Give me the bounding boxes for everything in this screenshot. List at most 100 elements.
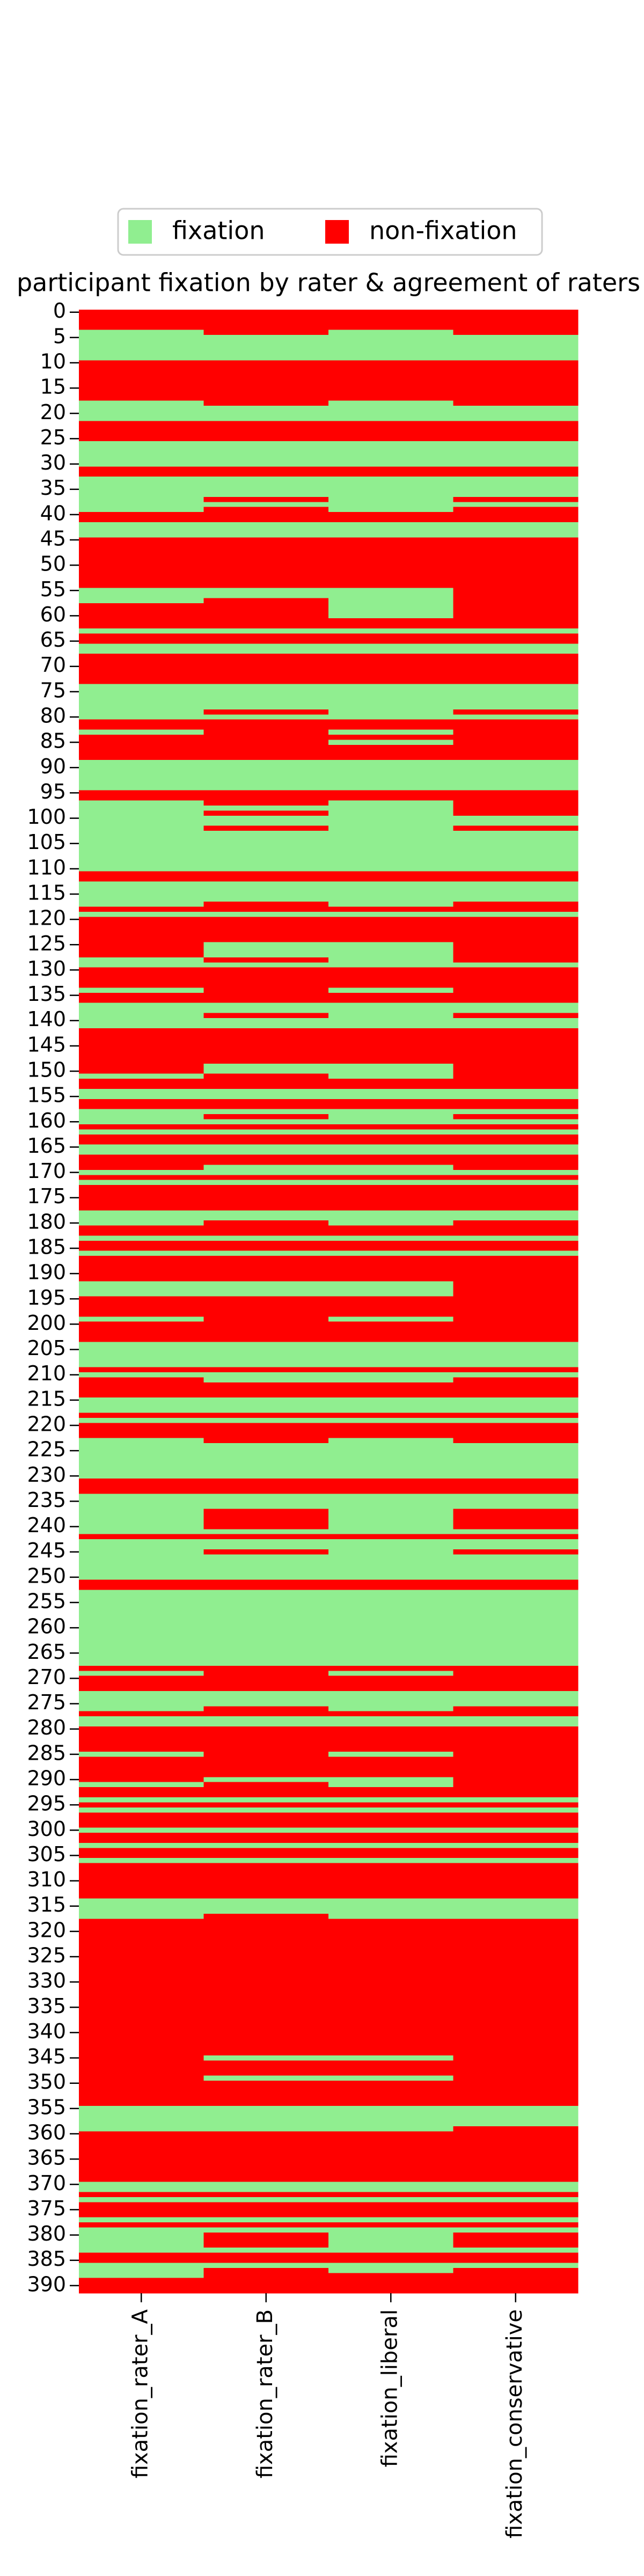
heatmap-cell: [79, 1681, 204, 1687]
heatmap-cell: [453, 1792, 579, 1798]
heatmap-cell: [79, 912, 204, 918]
heatmap-cell: [79, 1073, 204, 1079]
heatmap-cell: [203, 2151, 329, 2157]
heatmap-cell: [79, 1757, 204, 1762]
heatmap-cell: [79, 2055, 204, 2061]
heatmap-cell: [453, 861, 579, 867]
heatmap-cell: [453, 1767, 579, 1773]
heatmap-cell: [328, 831, 454, 837]
heatmap-cell: [453, 2232, 579, 2238]
heatmap-cell: [328, 1979, 454, 1985]
heatmap-cell: [453, 1807, 579, 1813]
heatmap-cell: [203, 1929, 329, 1935]
heatmap-cell: [328, 674, 454, 679]
heatmap-cell: [453, 1650, 579, 1656]
heatmap-cell: [203, 765, 329, 771]
heatmap-cell: [203, 785, 329, 791]
heatmap-cell: [453, 1827, 579, 1833]
heatmap-cell: [453, 983, 579, 989]
heatmap-cell: [328, 1165, 454, 1170]
heatmap-cell: [453, 1863, 579, 1869]
heatmap-cell: [328, 310, 454, 316]
heatmap-cell: [79, 623, 204, 629]
heatmap-cell: [453, 2288, 579, 2294]
heatmap-cell: [453, 810, 579, 816]
heatmap-cell: [453, 1169, 579, 1175]
heatmap-cell: [328, 1984, 454, 1990]
heatmap-cell: [453, 1630, 579, 1636]
heatmap-cell: [453, 1114, 579, 1120]
heatmap-cell: [453, 350, 579, 356]
heatmap-cell: [203, 1777, 329, 1783]
heatmap-cell: [328, 1316, 454, 1322]
heatmap-cell: [453, 583, 579, 589]
heatmap-cell: [453, 1994, 579, 2000]
heatmap-cell: [203, 1286, 329, 1292]
heatmap-cell: [203, 1630, 329, 1636]
heatmap-cell: [328, 1929, 454, 1935]
heatmap-cell: [328, 1509, 454, 1514]
heatmap-cell: [328, 2278, 454, 2284]
heatmap-cell: [79, 517, 204, 523]
heatmap-cell: [453, 1231, 579, 1236]
heatmap-cell: [453, 1266, 579, 1272]
heatmap-cell: [203, 1129, 329, 1135]
heatmap-cell: [453, 775, 579, 781]
heatmap-cell: [79, 927, 204, 933]
heatmap-cell: [453, 1787, 579, 1793]
heatmap-cell: [328, 987, 454, 993]
heatmap-cell: [203, 527, 329, 533]
heatmap-cell: [453, 1423, 579, 1429]
heatmap-cell: [328, 1023, 454, 1029]
heatmap-cell: [79, 1119, 204, 1125]
heatmap-cell: [79, 628, 204, 634]
heatmap-cell: [79, 2202, 204, 2208]
y-tick-label: 75: [40, 678, 66, 702]
heatmap-cell: [79, 1210, 204, 1216]
heatmap-cell: [328, 1600, 454, 1606]
heatmap-cell: [79, 1357, 204, 1363]
y-tick-label: 315: [27, 1893, 66, 1916]
heatmap-cell: [79, 1823, 204, 1828]
heatmap-cell: [453, 1660, 579, 1666]
heatmap-cell: [328, 1908, 454, 1914]
heatmap-cell: [453, 1175, 579, 1181]
heatmap-cell: [79, 1630, 204, 1636]
heatmap-cell: [453, 1195, 579, 1201]
heatmap-cell: [203, 2182, 329, 2187]
heatmap-cell: [328, 532, 454, 538]
heatmap-cell: [79, 2258, 204, 2264]
heatmap-cell: [79, 643, 204, 649]
heatmap-cell: [203, 957, 329, 963]
heatmap-cell: [79, 902, 204, 908]
heatmap-cell: [203, 1878, 329, 1884]
heatmap-cell: [453, 952, 579, 958]
heatmap-cell: [453, 800, 579, 806]
heatmap-cell: [453, 1736, 579, 1742]
heatmap-cell: [79, 1215, 204, 1221]
heatmap-cell: [328, 2090, 454, 2096]
heatmap-cell: [453, 1519, 579, 1525]
heatmap-cell: [453, 1321, 579, 1327]
heatmap-cell: [79, 1220, 204, 1226]
heatmap-cell: [79, 1898, 204, 1904]
heatmap-cell: [328, 1231, 454, 1236]
heatmap-cell: [203, 2237, 329, 2243]
heatmap-cell: [203, 1594, 329, 1600]
heatmap-cell: [203, 2081, 329, 2087]
heatmap-cell: [203, 2156, 329, 2162]
heatmap-cell: [203, 2161, 329, 2167]
heatmap-cell: [203, 598, 329, 604]
heatmap-cell: [453, 1640, 579, 1646]
heatmap-cell: [203, 1104, 329, 1110]
heatmap-cell: [453, 2085, 579, 2091]
heatmap-cell: [203, 1600, 329, 1606]
heatmap-cell: [328, 735, 454, 741]
heatmap-cell: [328, 2248, 454, 2253]
heatmap-cell: [328, 912, 454, 918]
heatmap-cell: [328, 1099, 454, 1104]
heatmap-cell: [79, 1913, 204, 1919]
heatmap-cell: [203, 1165, 329, 1170]
heatmap-cell: [453, 2248, 579, 2253]
heatmap-cell: [453, 1898, 579, 1904]
